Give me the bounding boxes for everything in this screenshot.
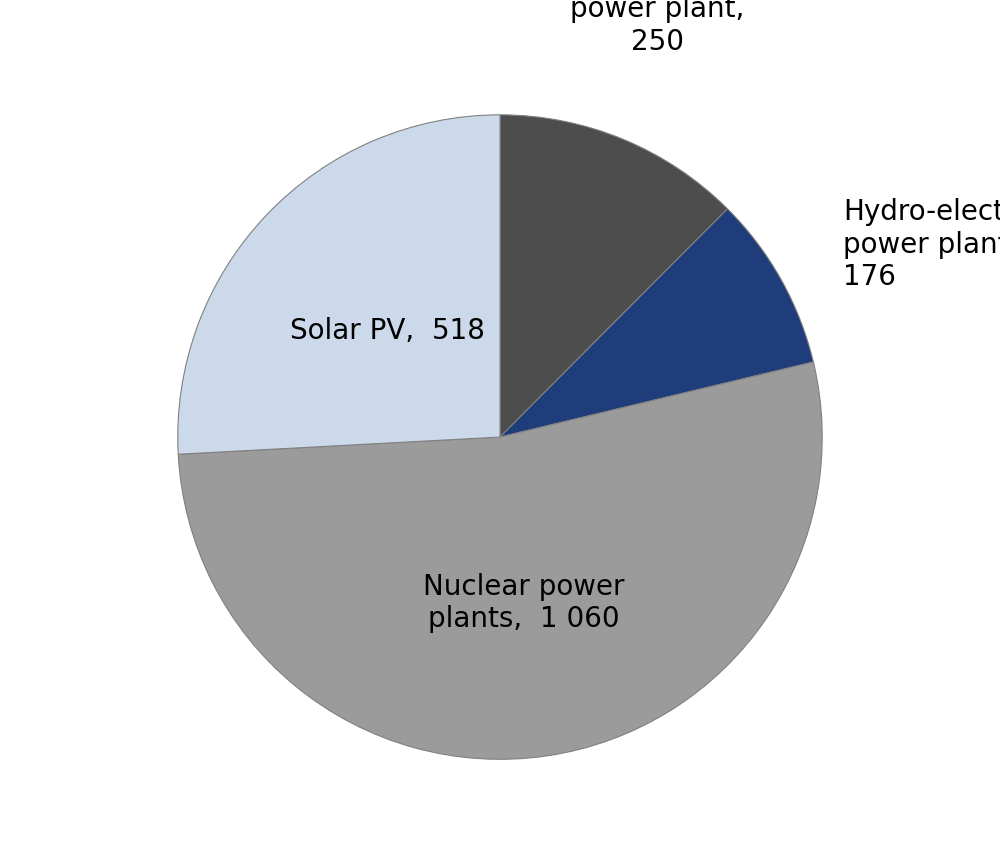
Text: Nuclear power
plants,  1 060: Nuclear power plants, 1 060 xyxy=(423,572,625,633)
Text: Hydro-electric
power plants,
176: Hydro-electric power plants, 176 xyxy=(843,198,1000,291)
Wedge shape xyxy=(178,362,822,759)
Wedge shape xyxy=(500,209,813,437)
Wedge shape xyxy=(178,115,500,454)
Wedge shape xyxy=(500,115,727,437)
Text: Gas-fired
power plant,
250: Gas-fired power plant, 250 xyxy=(570,0,745,56)
Text: Solar PV,  518: Solar PV, 518 xyxy=(290,316,485,345)
